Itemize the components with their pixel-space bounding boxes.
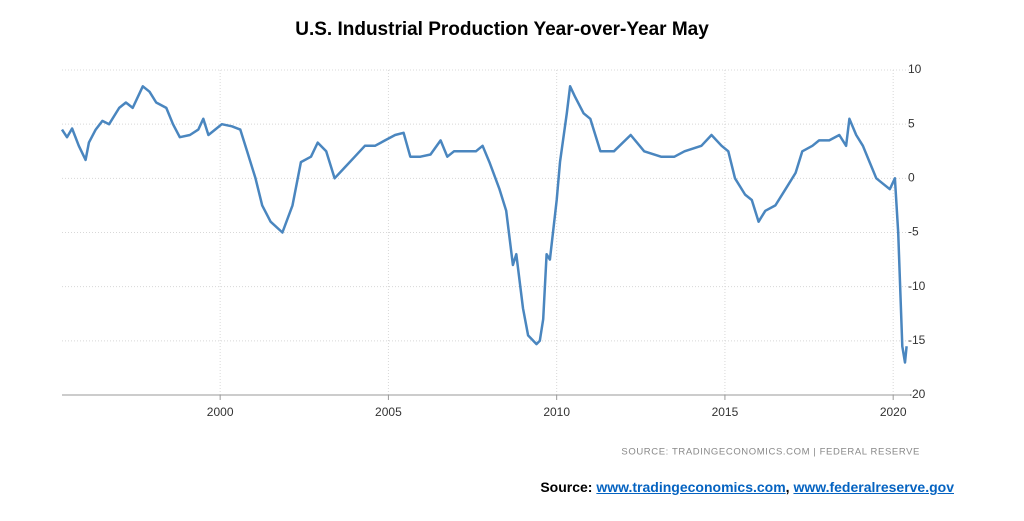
x-tick-label: 2015	[712, 405, 739, 419]
y-tick-label: -5	[908, 225, 919, 239]
x-tick-label: 2005	[375, 405, 402, 419]
y-tick-label: -15	[908, 333, 926, 347]
x-tick-label: 2010	[543, 405, 570, 419]
line-series	[60, 85, 908, 364]
footer-label: Source:	[540, 479, 593, 495]
footer: Source: www.tradingeconomics.com, www.fe…	[540, 479, 954, 495]
source-note: SOURCE: TRADINGECONOMICS.COM | FEDERAL R…	[621, 447, 920, 458]
x-tick-label: 2020	[880, 405, 907, 419]
y-tick-label: 10	[908, 62, 922, 76]
y-tick-label: -10	[908, 279, 926, 293]
link[interactable]: www.tradingeconomics.com	[596, 479, 786, 495]
chart-title: U.S. Industrial Production Year-over-Yea…	[295, 19, 709, 40]
y-tick-label: 5	[908, 116, 915, 130]
y-tick-label: -20	[908, 387, 926, 401]
x-tick-label: 2000	[207, 405, 234, 419]
separator: ,	[785, 479, 790, 495]
link[interactable]: www.federalreserve.gov	[793, 479, 954, 495]
y-tick-label: 0	[908, 171, 915, 185]
